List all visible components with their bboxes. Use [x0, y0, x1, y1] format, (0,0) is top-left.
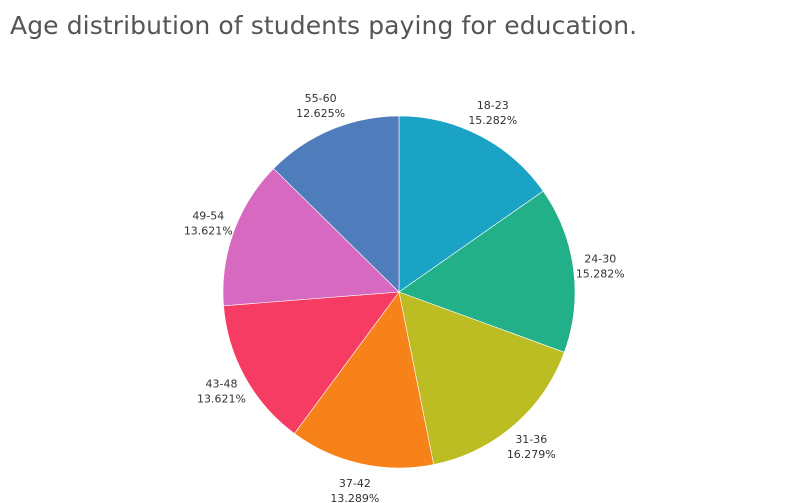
slice-value-label: 13.621%: [197, 392, 246, 405]
slice-value-label: 16.279%: [507, 448, 556, 461]
slice-category-label: 43-48: [206, 377, 238, 390]
slice-value-label: 15.282%: [468, 114, 517, 127]
slice-label-18-23: 18-23 15.282%: [468, 99, 517, 127]
slice-label-37-42: 37-42 13.289%: [330, 477, 379, 503]
pie-slice-49-54[interactable]: [222, 168, 400, 307]
slice-category-label: 49-54: [192, 210, 224, 223]
pie-slice-18-23[interactable]: [398, 115, 544, 293]
slice-category-label: 37-42: [339, 477, 371, 490]
pie-slice-31-36[interactable]: [398, 291, 565, 465]
pie-slice-37-42[interactable]: [293, 291, 435, 469]
slice-label-43-48: 43-48 13.621%: [197, 377, 246, 405]
slice-value-label: 13.289%: [330, 492, 379, 503]
slice-category-label: 55-60: [305, 92, 337, 105]
slice-label-55-60: 55-60 12.625%: [296, 92, 345, 120]
slice-value-label: 12.625%: [296, 107, 345, 120]
pie-slice-24-30[interactable]: [398, 190, 576, 353]
slice-value-label: 15.282%: [576, 268, 625, 281]
slice-label-31-36: 31-36 16.279%: [507, 433, 556, 461]
slice-category-label: 24-30: [584, 253, 616, 266]
slice-category-label: 18-23: [477, 99, 509, 112]
pie-slice-43-48[interactable]: [223, 291, 400, 434]
pie-slice-55-60[interactable]: [273, 115, 400, 293]
chart-title: Age distribution of students paying for …: [10, 11, 638, 40]
slice-label-49-54: 49-54 13.621%: [184, 210, 233, 238]
slice-category-label: 31-36: [515, 433, 547, 446]
slice-value-label: 13.621%: [184, 225, 233, 238]
slice-label-24-30: 24-30 15.282%: [576, 253, 625, 281]
